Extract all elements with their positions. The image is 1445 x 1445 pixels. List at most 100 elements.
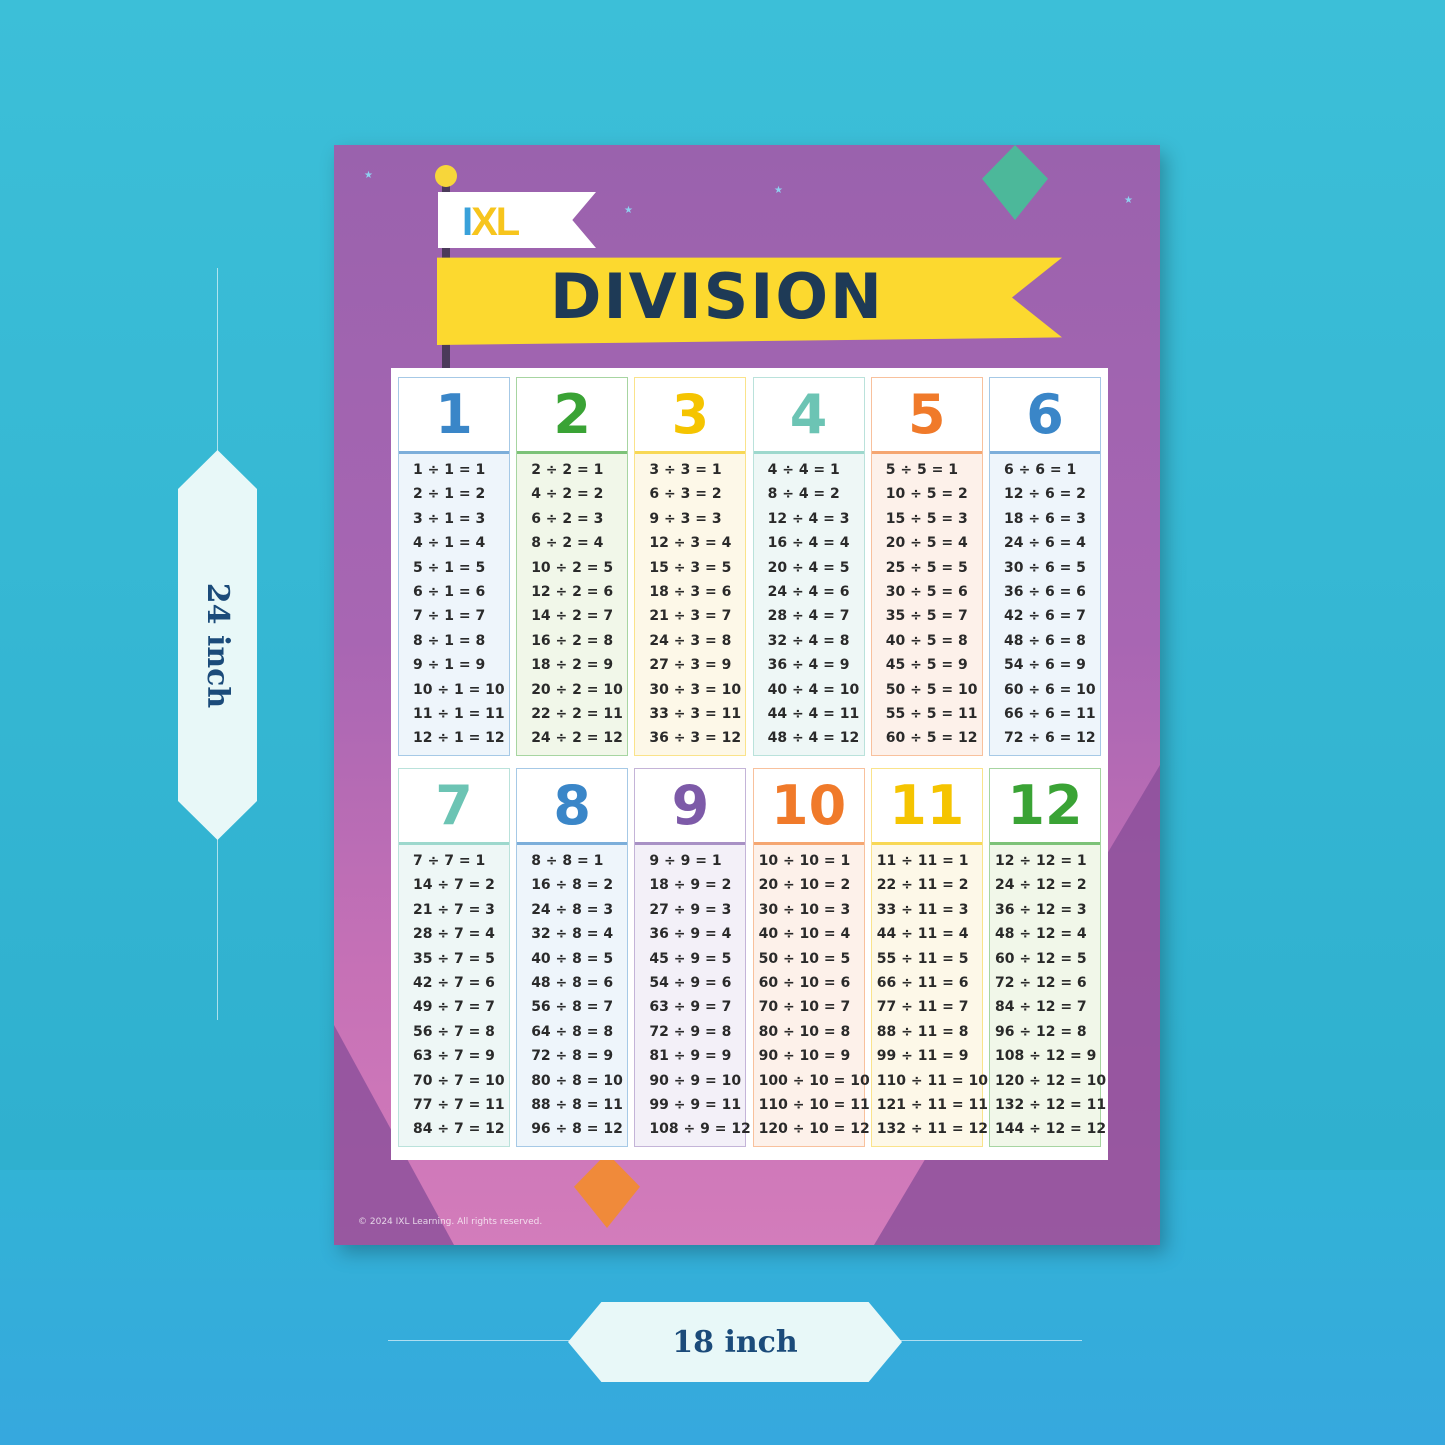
- equation: 8 ÷ 1 = 8: [413, 632, 486, 649]
- equation: 132 ÷ 12 = 11: [995, 1096, 1107, 1113]
- equation: 6 ÷ 3 = 2: [649, 486, 722, 503]
- equation: 9 ÷ 9 = 1: [649, 853, 722, 869]
- division-card-12: 12 12 ÷ 12 = 1 24 ÷ 12 = 2 36 ÷ 12 = 3 48 ÷ …: [989, 768, 1107, 1147]
- equation: 16 ÷ 8 = 2: [531, 877, 614, 894]
- equation: 30 ÷ 6 = 5: [1004, 559, 1086, 576]
- card-number: 2: [517, 378, 628, 454]
- equation: 10 ÷ 5 = 2: [885, 486, 968, 503]
- equation: 33 ÷ 11 = 3: [876, 901, 969, 918]
- equation: 6 ÷ 1 = 6: [413, 583, 486, 600]
- equation: 45 ÷ 5 = 9: [885, 657, 968, 674]
- equation: 35 ÷ 5 = 7: [885, 608, 968, 625]
- equation: 3 ÷ 3 = 1: [649, 462, 722, 478]
- equation: 63 ÷ 7 = 9: [413, 1048, 495, 1065]
- equation: 84 ÷ 7 = 12: [413, 1121, 505, 1138]
- equation: 21 ÷ 7 = 3: [413, 901, 495, 918]
- equation: 15 ÷ 3 = 5: [649, 559, 732, 576]
- star-icon: ★: [364, 170, 373, 181]
- equation: 42 ÷ 6 = 7: [1004, 608, 1086, 625]
- card-number: 9: [635, 769, 746, 845]
- equation-list: 3 ÷ 3 = 1 6 ÷ 3 = 2 9 ÷ 3 = 3 12 ÷ 3 = 4 15 …: [635, 454, 745, 755]
- equation: 40 ÷ 5 = 8: [885, 632, 968, 649]
- equation: 9 ÷ 3 = 3: [649, 510, 722, 527]
- equation: 12 ÷ 3 = 4: [649, 535, 732, 552]
- equation: 96 ÷ 8 = 12: [531, 1121, 623, 1138]
- equation: 32 ÷ 4 = 8: [767, 632, 850, 649]
- equation: 48 ÷ 6 = 8: [1004, 632, 1086, 649]
- equation: 3 ÷ 1 = 3: [413, 510, 486, 527]
- copyright: © 2024 IXL Learning. All rights reserved…: [358, 1217, 543, 1227]
- equation: 24 ÷ 2 = 12: [531, 730, 623, 747]
- division-card-10: 10 10 ÷ 10 = 1 20 ÷ 10 = 2 30 ÷ 10 = 3 40 ÷ …: [752, 768, 870, 1147]
- equation: 70 ÷ 10 = 7: [758, 999, 851, 1016]
- star-icon: ★: [1124, 195, 1133, 206]
- equation: 45 ÷ 9 = 5: [649, 950, 732, 967]
- equation: 100 ÷ 10 = 10: [758, 1072, 870, 1089]
- equation: 48 ÷ 4 = 12: [767, 730, 860, 747]
- equation: 121 ÷ 11 = 11: [876, 1096, 988, 1113]
- equation: 8 ÷ 2 = 4: [531, 535, 604, 552]
- equation: 5 ÷ 1 = 5: [413, 559, 486, 576]
- equation: 9 ÷ 1 = 9: [413, 657, 486, 674]
- equation: 50 ÷ 10 = 5: [758, 950, 851, 967]
- equation: 1 ÷ 1 = 1: [413, 462, 486, 478]
- equation: 70 ÷ 7 = 10: [413, 1072, 505, 1089]
- equation: 40 ÷ 4 = 10: [767, 681, 860, 698]
- equation: 20 ÷ 4 = 5: [767, 559, 850, 576]
- equation: 90 ÷ 10 = 9: [758, 1048, 851, 1065]
- equation: 14 ÷ 2 = 7: [531, 608, 614, 625]
- equation: 30 ÷ 3 = 10: [649, 681, 742, 698]
- width-label-badge: 18 inch: [568, 1302, 902, 1382]
- equation: 12 ÷ 1 = 12: [413, 730, 505, 747]
- equation: 30 ÷ 5 = 6: [885, 583, 968, 600]
- equation: 66 ÷ 11 = 6: [876, 974, 969, 991]
- equation: 63 ÷ 9 = 7: [649, 999, 732, 1016]
- equation: 55 ÷ 11 = 5: [876, 950, 969, 967]
- equation: 60 ÷ 10 = 6: [758, 974, 851, 991]
- division-table-panel: [391, 368, 1108, 1160]
- equation: 66 ÷ 6 = 11: [1004, 705, 1096, 722]
- equation: 18 ÷ 9 = 2: [649, 877, 732, 894]
- equation: 21 ÷ 3 = 7: [649, 608, 732, 625]
- card-number: 11: [871, 769, 982, 845]
- equation: 110 ÷ 10 = 11: [758, 1096, 870, 1113]
- equation: 11 ÷ 1 = 11: [413, 705, 505, 722]
- equation: 55 ÷ 5 = 11: [885, 705, 978, 722]
- equation: 77 ÷ 7 = 11: [413, 1096, 505, 1113]
- division-card-3: 3 3 ÷ 3 = 1 6 ÷ 3 = 2 9 ÷ 3 = 3 12 ÷ 3 = 4 15…: [634, 377, 747, 756]
- equation: 108 ÷ 12 = 9: [995, 1048, 1097, 1065]
- equation: 132 ÷ 11 = 12: [876, 1121, 988, 1138]
- equation: 40 ÷ 8 = 5: [531, 950, 614, 967]
- equation: 24 ÷ 12 = 2: [995, 877, 1087, 894]
- equation: 5 ÷ 5 = 1: [885, 462, 958, 478]
- division-card-2: 2 2 ÷ 2 = 1 4 ÷ 2 = 2 6 ÷ 2 = 3 8 ÷ 2 = 4 10 …: [516, 377, 629, 756]
- equation: 36 ÷ 9 = 4: [649, 926, 732, 943]
- equation: 36 ÷ 4 = 9: [767, 657, 850, 674]
- flag-pole-top: [435, 165, 457, 187]
- equation: 22 ÷ 11 = 2: [876, 877, 969, 894]
- equation: 64 ÷ 8 = 8: [531, 1023, 614, 1040]
- equation: 48 ÷ 12 = 4: [995, 926, 1087, 943]
- title-banner: [437, 257, 1062, 345]
- equation: 72 ÷ 6 = 12: [1004, 730, 1096, 747]
- equation: 18 ÷ 2 = 9: [531, 657, 614, 674]
- equation: 33 ÷ 3 = 11: [649, 705, 742, 722]
- division-card-9: 9 9 ÷ 9 = 1 18 ÷ 9 = 2 27 ÷ 9 = 3 36 ÷ 9 = 4…: [634, 768, 751, 1147]
- division-poster: ★ ★ ★ ★ IXL DIVISION 1 1 ÷ 1 = 1 2 ÷ 1 = 2…: [334, 145, 1160, 1245]
- card-number: 10: [753, 769, 864, 845]
- equation: 60 ÷ 12 = 5: [995, 950, 1087, 967]
- equation: 12 ÷ 2 = 6: [531, 583, 614, 600]
- equation: 27 ÷ 9 = 3: [649, 901, 732, 918]
- equation: 18 ÷ 6 = 3: [1004, 510, 1086, 527]
- equation: 2 ÷ 2 = 1: [531, 462, 604, 478]
- equation-list: 5 ÷ 5 = 1 10 ÷ 5 = 2 15 ÷ 5 = 3 20 ÷ 5 = 4 2…: [872, 454, 982, 755]
- equation: 84 ÷ 12 = 7: [995, 999, 1087, 1016]
- equation: 7 ÷ 1 = 7: [413, 608, 486, 625]
- equation: 6 ÷ 2 = 3: [531, 510, 604, 527]
- division-card-7: 7 7 ÷ 7 = 1 14 ÷ 7 = 2 21 ÷ 7 = 3 28 ÷ 7 = 4…: [398, 768, 510, 1147]
- equation: 72 ÷ 12 = 6: [995, 974, 1087, 991]
- equation: 8 ÷ 8 = 1: [531, 853, 604, 869]
- star-icon: ★: [624, 205, 633, 216]
- equation: 6 ÷ 6 = 1: [1004, 462, 1077, 478]
- equation-list: 2 ÷ 2 = 1 4 ÷ 2 = 2 6 ÷ 2 = 3 8 ÷ 2 = 4 10 ÷…: [517, 454, 627, 755]
